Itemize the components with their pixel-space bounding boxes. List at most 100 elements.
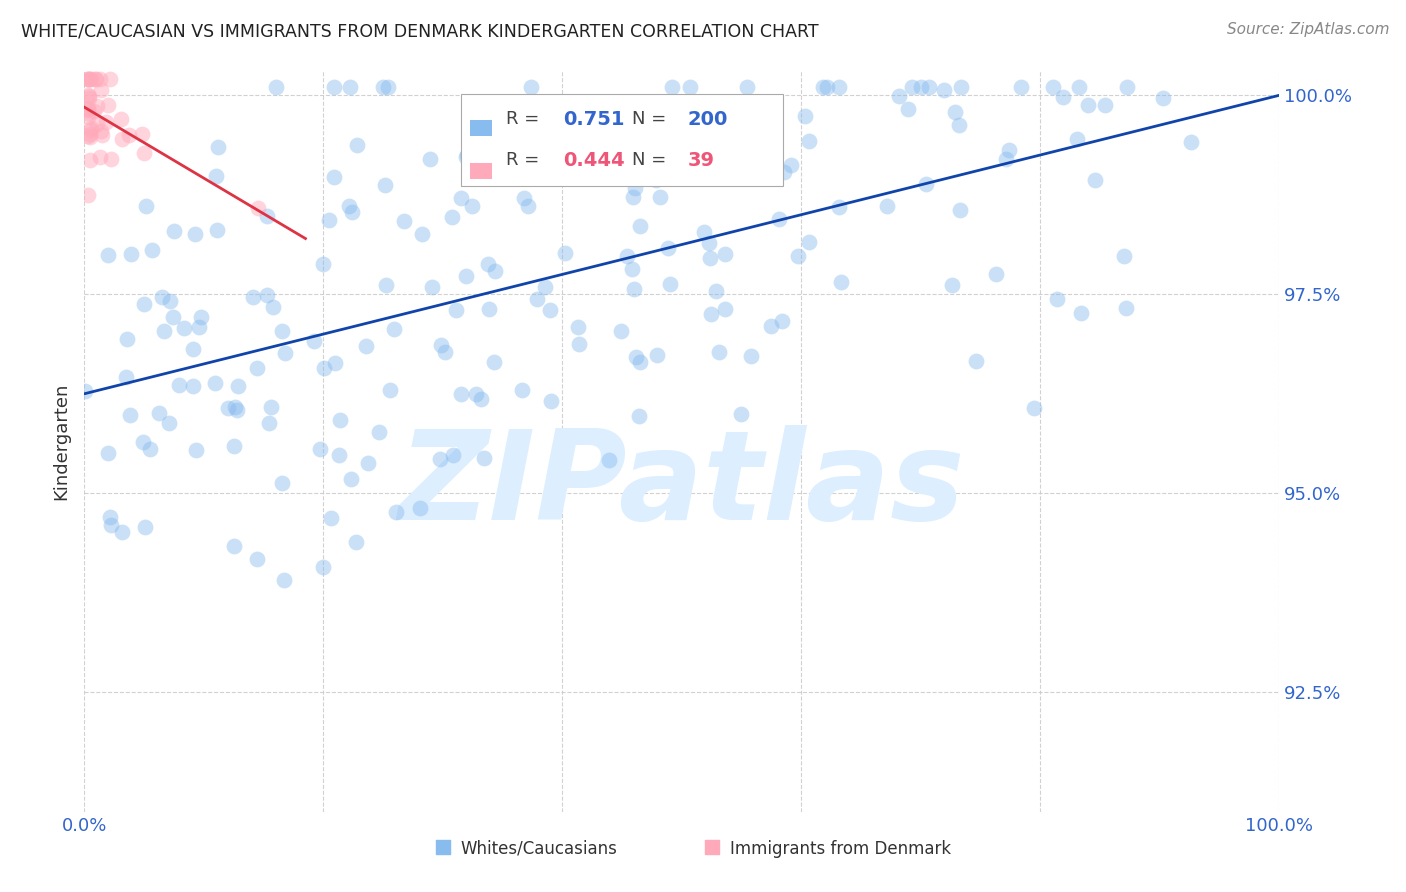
- Point: [759, 319, 782, 334]
- Point: [97, 445, 120, 459]
- Point: [714, 301, 737, 316]
- Point: [450, 387, 472, 401]
- Point: [609, 325, 631, 339]
- Point: [657, 241, 679, 255]
- Point: [344, 535, 367, 549]
- Point: [897, 102, 920, 116]
- Point: [374, 277, 396, 292]
- Point: [949, 203, 972, 218]
- Point: [984, 267, 1007, 281]
- Point: [517, 199, 540, 213]
- Point: [120, 246, 142, 260]
- Point: [918, 80, 941, 95]
- Point: [322, 80, 344, 95]
- Point: [111, 525, 134, 540]
- Text: 200: 200: [688, 110, 728, 129]
- Point: [477, 145, 499, 159]
- Point: [689, 166, 711, 180]
- Text: Whites/Caucasians: Whites/Caucasians: [461, 839, 617, 858]
- Point: [616, 249, 638, 263]
- Point: [224, 400, 246, 414]
- FancyBboxPatch shape: [461, 94, 783, 186]
- Point: [699, 235, 721, 250]
- Point: [434, 344, 457, 359]
- Point: [217, 401, 239, 416]
- Point: [1115, 80, 1137, 95]
- Point: [77, 72, 100, 87]
- Point: [118, 408, 141, 422]
- Point: [181, 343, 204, 357]
- Point: [901, 80, 924, 95]
- Point: [77, 88, 100, 103]
- Point: [540, 394, 562, 409]
- Point: [659, 277, 682, 291]
- Point: [949, 80, 972, 95]
- Point: [752, 103, 775, 118]
- Point: [554, 246, 576, 260]
- Point: [183, 379, 205, 393]
- Point: [159, 293, 181, 308]
- Point: [799, 135, 821, 149]
- Point: [768, 211, 790, 226]
- Point: [616, 116, 638, 130]
- Point: [77, 106, 100, 120]
- Text: R =: R =: [506, 152, 546, 169]
- Point: [598, 453, 620, 467]
- Point: [799, 235, 821, 250]
- Point: [77, 72, 100, 87]
- Point: [312, 559, 335, 574]
- Point: [117, 332, 139, 346]
- Point: [730, 407, 752, 421]
- Point: [430, 338, 453, 352]
- Text: ZIPatlas: ZIPatlas: [399, 425, 965, 547]
- Point: [510, 384, 533, 398]
- Point: [994, 152, 1017, 166]
- Point: [318, 212, 340, 227]
- Point: [1077, 98, 1099, 112]
- Point: [932, 83, 955, 97]
- Point: [377, 80, 399, 95]
- Point: [222, 540, 245, 554]
- Point: [153, 324, 176, 338]
- Point: [538, 303, 561, 318]
- Point: [111, 132, 134, 146]
- Point: [621, 190, 644, 204]
- Point: [830, 275, 852, 289]
- Point: [787, 249, 810, 263]
- Point: [464, 386, 486, 401]
- Point: [965, 354, 987, 368]
- Point: [77, 103, 100, 117]
- Point: [446, 303, 468, 318]
- Point: [496, 140, 519, 154]
- Point: [628, 355, 651, 369]
- Point: [693, 225, 716, 239]
- Point: [1094, 98, 1116, 112]
- Point: [186, 443, 208, 458]
- Point: [134, 520, 156, 534]
- Point: [472, 451, 495, 466]
- Point: [91, 128, 114, 143]
- Point: [450, 191, 472, 205]
- Point: [477, 257, 499, 271]
- Point: [141, 244, 163, 258]
- Point: [484, 355, 506, 369]
- Text: 0.751: 0.751: [564, 110, 626, 129]
- Point: [1010, 80, 1032, 95]
- Point: [260, 400, 283, 414]
- Point: [737, 80, 759, 95]
- Point: [534, 280, 557, 294]
- Point: [477, 302, 499, 317]
- Point: [246, 201, 269, 215]
- Point: [273, 573, 295, 587]
- Point: [621, 261, 644, 276]
- Point: [394, 213, 416, 227]
- Point: [257, 417, 280, 431]
- Point: [520, 80, 543, 95]
- Point: [224, 439, 246, 453]
- Point: [150, 290, 173, 304]
- Point: [100, 152, 122, 166]
- Point: [163, 224, 186, 238]
- Point: [943, 105, 966, 120]
- Point: [714, 246, 737, 260]
- Point: [79, 153, 101, 167]
